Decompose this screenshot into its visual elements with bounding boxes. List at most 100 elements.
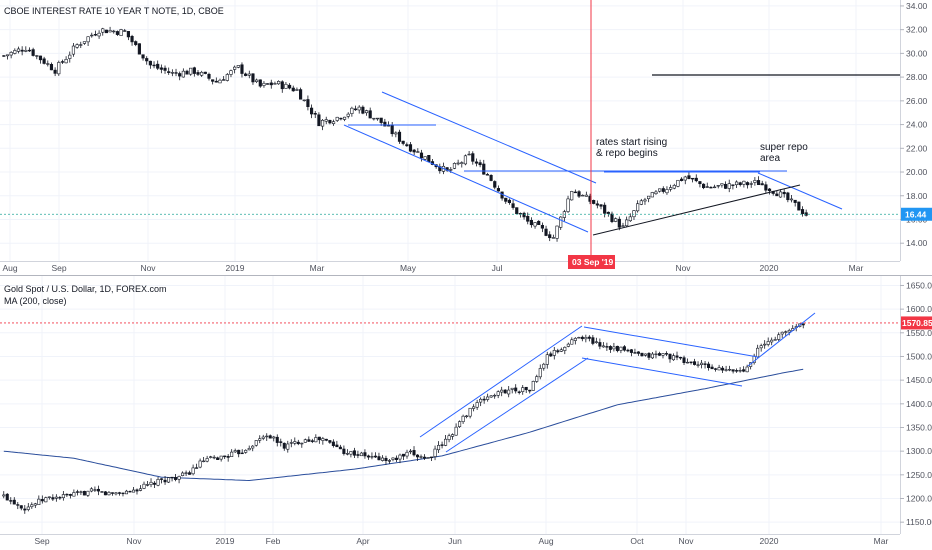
candle — [622, 345, 626, 352]
candle — [657, 351, 662, 356]
gold-pane-candles[interactable] — [2, 323, 805, 514]
candle — [64, 56, 68, 64]
candle — [471, 151, 475, 165]
candle — [458, 420, 462, 428]
candle — [71, 42, 76, 57]
candle — [723, 181, 728, 189]
candle — [342, 116, 347, 122]
rate-rising-support — [592, 184, 801, 236]
gold-y-axis[interactable]: 1650.00 1600.00 1550.00 1500.00 1450.00 1400.… — [900, 280, 932, 527]
y-tick-label: 26.00 — [906, 96, 928, 106]
candle — [612, 342, 616, 352]
candle — [742, 366, 746, 373]
rate-down-channel-lower — [343, 124, 589, 233]
candle — [160, 478, 164, 484]
candle — [514, 384, 518, 394]
candle — [504, 197, 508, 204]
candle — [412, 149, 416, 156]
candle — [603, 202, 607, 218]
gold-x-axis[interactable]: Sep Nov 2019 Feb Apr Jun Aug Oct Nov 2020 Mar — [34, 536, 888, 546]
candle — [605, 342, 609, 351]
candle — [636, 200, 640, 213]
candle — [209, 455, 213, 459]
candle — [192, 66, 196, 77]
candle — [493, 393, 497, 399]
y-tick-label: 14.00 — [906, 238, 928, 248]
candle — [693, 358, 697, 366]
annotation-area: area — [760, 153, 780, 164]
rate-drawings — [343, 91, 843, 236]
rate-x-axis[interactable]: Aug Sep Nov 2019 Mar May Jul Nov 2020 Mar — [2, 263, 863, 273]
y-tick-label: 32.00 — [906, 25, 928, 35]
candle — [545, 351, 549, 369]
candle — [167, 67, 171, 75]
candle — [291, 85, 295, 92]
candle — [577, 336, 581, 339]
candle — [377, 452, 381, 461]
candle — [608, 345, 612, 353]
y-tick-label: 18.00 — [906, 191, 928, 201]
candle — [119, 28, 123, 36]
candle — [357, 105, 361, 114]
annotation-rates-rising: rates start rising — [596, 137, 667, 148]
candle — [75, 489, 79, 496]
candle — [216, 456, 220, 460]
y-tick-label: 1300.00 — [906, 446, 932, 456]
candle — [96, 485, 100, 496]
candle — [686, 358, 690, 364]
annotation-super-repo: super repo — [760, 142, 808, 153]
gold-drawings — [419, 312, 816, 453]
candle — [49, 62, 54, 71]
x-tick-label: Nov — [675, 263, 691, 273]
candle — [54, 494, 58, 502]
candle — [40, 495, 44, 504]
candle — [244, 72, 248, 77]
candle — [625, 216, 629, 228]
candle — [661, 353, 665, 359]
candle — [107, 490, 111, 496]
x-tick-label: Mar — [310, 263, 325, 273]
candle — [691, 177, 695, 183]
candle — [507, 386, 511, 398]
candle — [90, 32, 94, 38]
candle — [295, 87, 299, 91]
candle — [650, 191, 654, 198]
candle — [643, 197, 647, 205]
candle — [152, 61, 156, 69]
candle — [368, 107, 372, 119]
candle — [465, 414, 469, 419]
candle — [97, 30, 101, 39]
candle — [350, 106, 354, 117]
candle — [299, 87, 303, 100]
candle — [240, 449, 244, 455]
candle — [5, 54, 10, 60]
candle — [581, 194, 585, 197]
x-tick-label: Feb — [266, 536, 281, 546]
candle — [345, 449, 349, 456]
candle — [212, 455, 216, 460]
candle — [643, 353, 647, 357]
candle — [542, 362, 546, 371]
candle — [387, 458, 392, 464]
svg-text:16.44: 16.44 — [905, 209, 927, 219]
candle — [391, 457, 395, 462]
candle — [570, 337, 574, 345]
x-tick-label: Jul — [492, 263, 503, 273]
candle — [778, 189, 783, 198]
candle — [170, 69, 174, 77]
candle — [626, 348, 630, 353]
rate-pane-candles[interactable] — [2, 26, 808, 242]
candle — [117, 491, 121, 496]
candle — [72, 489, 76, 497]
rate-chart-title: CBOE INTEREST RATE 10 YEAR T NOTE, 1D, C… — [4, 6, 224, 16]
candle — [566, 342, 570, 348]
candle — [591, 335, 595, 346]
candle — [226, 454, 230, 462]
candle — [496, 185, 501, 192]
candle — [272, 435, 276, 442]
candle — [101, 27, 105, 36]
candle — [331, 439, 335, 448]
candle — [735, 368, 739, 373]
candle — [178, 71, 182, 81]
